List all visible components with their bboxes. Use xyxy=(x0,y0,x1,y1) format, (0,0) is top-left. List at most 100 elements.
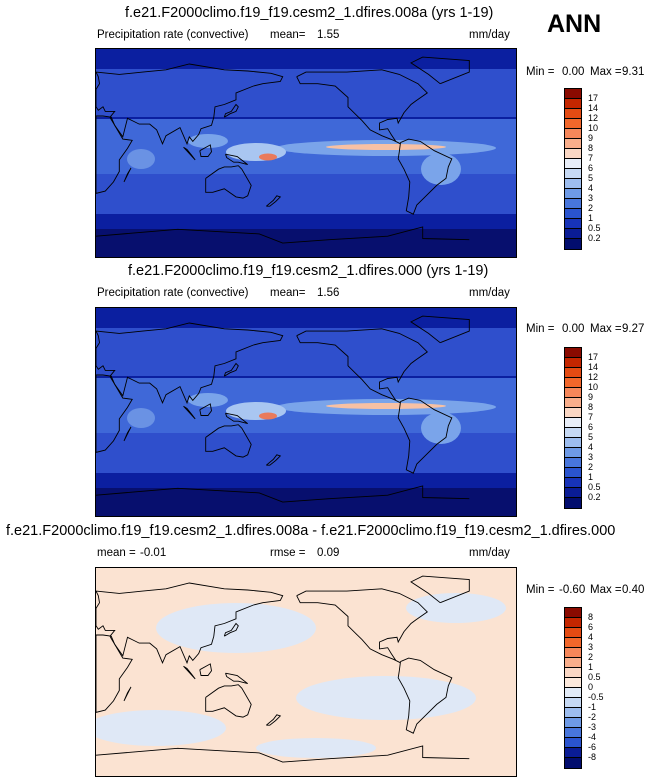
colorbar-tick-label: -8 xyxy=(588,752,597,762)
colorbar-tick-label: 0 xyxy=(588,682,594,692)
coastline xyxy=(410,315,470,344)
amazon-field xyxy=(421,412,461,444)
colorbar-tick-label: 7 xyxy=(588,153,594,163)
itcz-core xyxy=(326,144,446,150)
amazon-field xyxy=(421,153,461,185)
colorbar-tick-label: 4 xyxy=(588,632,594,642)
colorbar-swatch xyxy=(565,99,581,109)
coastline xyxy=(199,663,212,676)
colorbar-swatch xyxy=(565,678,581,688)
colorbar-tick-label: 0.2 xyxy=(588,492,601,502)
colorbar-tick-label: 8 xyxy=(588,402,594,412)
colorbar-tick-label: 3 xyxy=(588,452,594,462)
coastline xyxy=(410,575,470,604)
negative-region xyxy=(156,603,316,653)
colorbar-swatch xyxy=(565,149,581,159)
coastline xyxy=(296,588,429,664)
colorbar-swatch xyxy=(565,758,581,768)
colorbar-tick-label: -6 xyxy=(588,742,597,752)
colorbar-swatch xyxy=(565,418,581,428)
colorbar-tick-label: 0.5 xyxy=(588,672,601,682)
colorbar-tick-label: 17 xyxy=(588,352,599,362)
colorbar-tick-label: -2 xyxy=(588,712,597,722)
colorbar-tick-label: -4 xyxy=(588,732,597,742)
colorbar-swatch xyxy=(565,119,581,129)
coastline xyxy=(223,622,239,637)
colorbar-tick-label: 14 xyxy=(588,103,599,113)
min-label: Min = xyxy=(526,584,555,596)
colorbar-swatch xyxy=(565,229,581,239)
max-label: Max = xyxy=(590,66,622,78)
colorbar-tick-label: 6 xyxy=(588,622,594,632)
negative-region xyxy=(256,738,376,758)
colorbar-tick-label: 1 xyxy=(588,472,594,482)
colorbar-tick-label: 2 xyxy=(588,203,594,213)
negative-region xyxy=(96,710,226,746)
coastline xyxy=(96,115,133,194)
colorbar-swatch xyxy=(565,348,581,358)
coastline xyxy=(96,634,133,713)
max-value: 0.40 xyxy=(622,584,645,596)
colorbar-swatch xyxy=(565,408,581,418)
indian-ocean-field xyxy=(188,134,228,148)
maritime-continent-max xyxy=(259,412,277,420)
min-label: Min = xyxy=(526,323,555,335)
coastline xyxy=(183,665,196,680)
min-value: 0.00 xyxy=(562,66,585,78)
colorbar-swatch xyxy=(565,388,581,398)
mean-label: mean= xyxy=(270,29,306,41)
mean-value: -0.01 xyxy=(140,547,167,559)
colorbar-swatch xyxy=(565,219,581,229)
units-label: mm/day xyxy=(469,29,510,41)
colorbar-tick-label: 5 xyxy=(588,432,594,442)
mean-value: 1.56 xyxy=(317,287,340,299)
colorbar-tick-label: 4 xyxy=(588,183,594,193)
colorbar-tick-label: 14 xyxy=(588,362,599,372)
colorbar-swatch xyxy=(565,199,581,209)
coastline xyxy=(96,485,470,503)
colorbar xyxy=(564,607,582,769)
colorbar-tick-label: 10 xyxy=(588,382,599,392)
max-label: Max = xyxy=(590,323,622,335)
rmse-value: 0.09 xyxy=(317,547,340,559)
colorbar-swatch xyxy=(565,428,581,438)
colorbar-swatch xyxy=(565,448,581,458)
colorbar-swatch xyxy=(565,498,581,508)
colorbar-tick-label: 5 xyxy=(588,173,594,183)
coastline xyxy=(397,138,453,215)
coastline xyxy=(205,424,252,458)
colorbar-tick-label: -1 xyxy=(588,702,597,712)
colorbar-swatch xyxy=(565,179,581,189)
colorbar-tick-label: -3 xyxy=(588,722,597,732)
rmse-label: rmse = xyxy=(270,547,306,559)
colorbar-swatch xyxy=(565,708,581,718)
colorbar-tick-label: 0.2 xyxy=(588,233,601,243)
colorbar-swatch xyxy=(565,718,581,728)
negative-region xyxy=(406,593,506,623)
colorbar-swatch xyxy=(565,618,581,628)
itcz-core xyxy=(326,403,446,409)
colorbar-swatch xyxy=(565,478,581,488)
colorbar-swatch xyxy=(565,458,581,468)
colorbar-tick-label: 17 xyxy=(588,93,599,103)
colorbar-swatch xyxy=(565,139,581,149)
max-value: 9.27 xyxy=(622,323,645,335)
colorbar-swatch xyxy=(565,688,581,698)
coastline xyxy=(199,403,212,416)
colorbar-swatch xyxy=(565,368,581,378)
colorbar-tick-label: 12 xyxy=(588,372,599,382)
africa-field xyxy=(127,149,155,169)
coastline xyxy=(225,672,248,685)
coastline xyxy=(96,745,470,763)
colorbar-swatch xyxy=(565,628,581,638)
colorbar-tick-label: 1 xyxy=(588,213,594,223)
precipitation-map xyxy=(95,307,517,517)
colorbar-tick-label: 12 xyxy=(588,113,599,123)
min-label: Min = xyxy=(526,66,555,78)
coastline xyxy=(225,412,248,425)
coastline xyxy=(266,454,282,466)
colorbar-tick-label: 3 xyxy=(588,642,594,652)
negative-region xyxy=(296,676,476,720)
colorbar-tick-label: 9 xyxy=(588,133,594,143)
coastline xyxy=(96,322,284,405)
